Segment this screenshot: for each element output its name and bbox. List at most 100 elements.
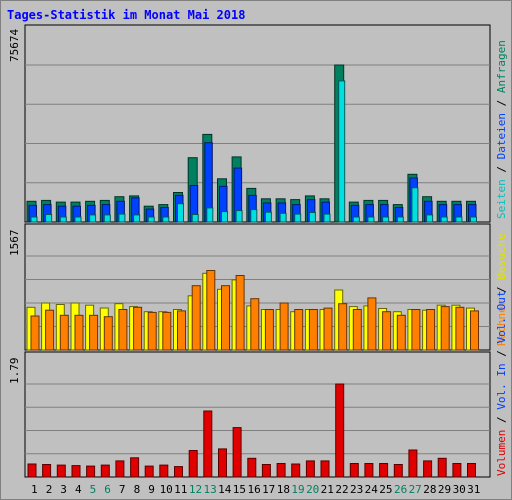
x-tick-label: 12 bbox=[189, 483, 202, 496]
legend-dateien: Dateien bbox=[495, 113, 508, 159]
bar-volumen-day-19 bbox=[291, 463, 301, 478]
x-tick-label: 17 bbox=[262, 483, 275, 496]
bar-volumen-day-10 bbox=[159, 464, 169, 478]
bar-volumen-day-4 bbox=[71, 465, 81, 478]
bar-volumen-day-16 bbox=[247, 457, 257, 478]
bar-rechner-day-27 bbox=[411, 309, 421, 351]
bar-rechner-day-19 bbox=[294, 309, 304, 351]
bar-seiten-day-7 bbox=[118, 213, 126, 223]
x-tick-label: 30 bbox=[453, 483, 466, 496]
bar-volumen-day-17 bbox=[261, 464, 271, 478]
bar-rechner-day-24 bbox=[367, 297, 377, 351]
bar-rechner-day-16 bbox=[250, 298, 260, 351]
bar-seiten-day-15 bbox=[235, 210, 243, 223]
x-tick-label: 8 bbox=[134, 483, 141, 496]
bar-volumen-day-12 bbox=[188, 450, 198, 478]
bar-rechner-day-6 bbox=[103, 316, 113, 351]
x-tick-label: 16 bbox=[247, 483, 260, 496]
bar-rechner-day-9 bbox=[147, 311, 157, 351]
panels-layer bbox=[24, 24, 491, 478]
x-axis-tick-labels: 1 2 3 4 5 6 7 8 9 10 11 12 13 14 15 16 17 18 19 20 21 22 23 24 2… bbox=[31, 483, 480, 496]
bar-seiten-day-31 bbox=[470, 216, 477, 223]
panel-1-ymax-label: 75674 bbox=[8, 29, 21, 62]
bar-seiten-day-28 bbox=[426, 214, 434, 223]
bar-rechner-day-25 bbox=[382, 311, 392, 351]
bar-seiten-day-17 bbox=[264, 211, 272, 223]
bar-volumen-day-5 bbox=[86, 465, 96, 478]
bar-rechner-day-1 bbox=[30, 315, 40, 351]
bar-seiten-day-24 bbox=[367, 216, 375, 223]
bar-rechner-day-2 bbox=[45, 309, 55, 351]
x-tick-label: 5 bbox=[90, 483, 97, 496]
x-tick-label: 11 bbox=[174, 483, 187, 496]
bar-seiten-day-18 bbox=[279, 212, 287, 223]
bar-volumen-day-22 bbox=[335, 383, 345, 478]
x-tick-label: 10 bbox=[160, 483, 173, 496]
legend-vol-in: Vol. In bbox=[495, 363, 508, 409]
legend-sep: / bbox=[495, 410, 508, 430]
bar-volumen-day-13 bbox=[203, 410, 213, 478]
bar-rechner-day-11 bbox=[177, 310, 186, 351]
x-tick-label: 21 bbox=[321, 483, 334, 496]
legend-sep: / bbox=[495, 280, 508, 300]
bar-seiten-day-23 bbox=[352, 216, 360, 223]
bar-seiten-day-30 bbox=[455, 216, 463, 223]
panel-1-frame bbox=[24, 24, 491, 223]
bar-rechner-day-29 bbox=[440, 306, 450, 351]
legend-besuche: Besuche bbox=[495, 233, 508, 279]
bar-rechner-day-31 bbox=[470, 310, 479, 351]
bar-volumen-day-7 bbox=[115, 460, 125, 478]
bar-rechner-day-20 bbox=[308, 309, 318, 351]
bar-rechner-day-5 bbox=[89, 314, 99, 351]
x-tick-label: 26 bbox=[394, 483, 407, 496]
x-tick-label: 31 bbox=[467, 483, 480, 496]
x-tick-label: 6 bbox=[104, 483, 111, 496]
bar-seiten-day-29 bbox=[440, 216, 448, 223]
bar-rechner-day-18 bbox=[279, 302, 289, 351]
legend-vol-out: Vol. Out bbox=[495, 291, 508, 344]
bar-seiten-day-12 bbox=[191, 214, 199, 223]
bar-seiten-day-26 bbox=[396, 216, 404, 223]
bar-seiten-day-6 bbox=[103, 214, 111, 223]
bar-seiten-day-11 bbox=[177, 203, 184, 223]
bar-volumen-day-14 bbox=[218, 448, 227, 478]
legend-sep: / bbox=[495, 159, 508, 179]
x-tick-label: 25 bbox=[379, 483, 392, 496]
x-tick-label: 22 bbox=[335, 483, 348, 496]
panel-3 bbox=[24, 351, 491, 478]
bar-rechner-day-21 bbox=[323, 307, 333, 351]
bar-rechner-day-14 bbox=[221, 285, 230, 351]
x-tick-label: 3 bbox=[60, 483, 67, 496]
bar-rechner-day-26 bbox=[396, 314, 406, 351]
bar-seiten-day-3 bbox=[59, 216, 67, 223]
bar-seiten-day-20 bbox=[308, 212, 316, 223]
bar-volumen-day-27 bbox=[408, 449, 418, 478]
bar-seiten-day-16 bbox=[250, 209, 258, 223]
bar-rechner-day-10 bbox=[162, 311, 172, 351]
chart-title: Tages-Statistik im Monat Mai 2018 bbox=[7, 8, 245, 22]
bar-volumen-day-29 bbox=[437, 457, 447, 478]
bar-rechner-day-8 bbox=[133, 306, 143, 351]
bar-volumen-day-28 bbox=[423, 460, 433, 478]
bar-rechner-day-7 bbox=[118, 309, 128, 351]
x-tick-label: 13 bbox=[203, 483, 216, 496]
bar-rechner-day-30 bbox=[455, 306, 465, 351]
x-tick-label: 19 bbox=[291, 483, 304, 496]
x-tick-label: 4 bbox=[75, 483, 82, 496]
x-tick-label: 24 bbox=[365, 483, 379, 496]
bar-seiten-day-4 bbox=[74, 216, 82, 223]
x-tick-label: 23 bbox=[350, 483, 363, 496]
legend-volumen: Volumen bbox=[495, 430, 508, 476]
panel-3-frame bbox=[24, 351, 491, 478]
x-tick-label: 29 bbox=[438, 483, 451, 496]
bar-volumen-day-31 bbox=[467, 463, 476, 478]
bar-volumen-day-18 bbox=[276, 463, 286, 478]
bar-seiten-day-13 bbox=[206, 207, 214, 223]
panel-3-ymax-label: 1.79 bbox=[8, 358, 21, 385]
legend-sep: / bbox=[495, 344, 508, 364]
bar-volumen-day-24 bbox=[364, 463, 374, 478]
bar-volumen-day-26 bbox=[393, 464, 403, 478]
bar-seiten-day-14 bbox=[221, 211, 228, 223]
bar-seiten-day-9 bbox=[147, 216, 155, 223]
